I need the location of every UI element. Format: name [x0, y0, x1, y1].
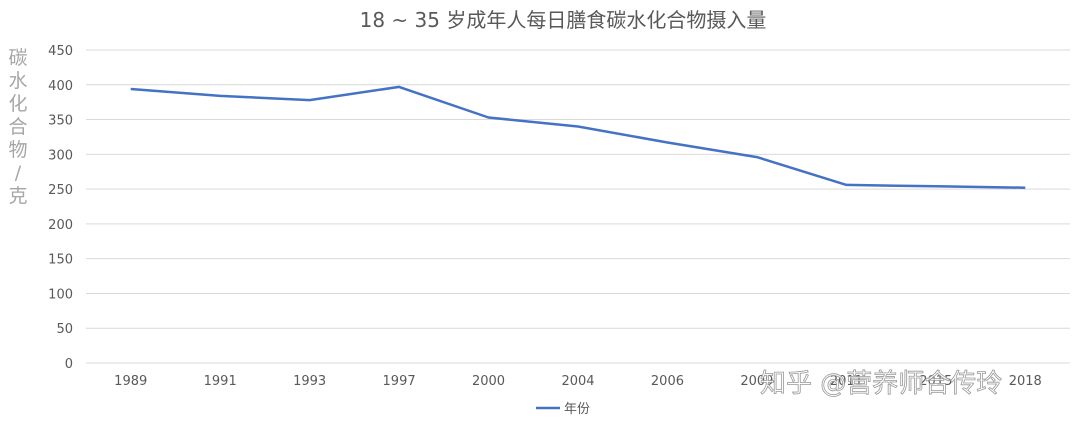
x-tick-label: 2000 [472, 374, 505, 389]
legend: 年份 [536, 402, 590, 417]
gridlines [86, 49, 1070, 364]
y-tick-label: 350 [48, 114, 73, 129]
x-tick-label: 2009 [740, 374, 773, 389]
x-tick-label: 1997 [383, 374, 416, 389]
y-tick-label: 50 [56, 322, 73, 337]
x-tick-label: 2011 [830, 374, 863, 389]
y-tick-label: 300 [48, 148, 73, 163]
y-axis-label: 碳水化合物/克 [8, 47, 27, 207]
y-tick-label: 250 [48, 183, 73, 198]
watermark-text: 知乎 @营养师合传玲 [760, 369, 1002, 399]
x-tick-label: 1991 [204, 374, 237, 389]
y-axis-label-char: 碳 [8, 47, 27, 69]
x-tick-label: 2018 [1009, 374, 1042, 389]
y-tick-label: 200 [48, 218, 73, 233]
y-axis-label-char: 克 [8, 185, 27, 207]
y-axis-label-char: 水 [8, 70, 27, 92]
x-tick-label: 1993 [293, 374, 326, 389]
y-tick-label: 150 [48, 253, 73, 268]
x-tick-label: 2004 [561, 374, 594, 389]
chart-title: 18 ~ 35 岁成年人每日膳食碳水化合物摄入量 [360, 8, 767, 32]
y-tick-label: 0 [65, 357, 73, 372]
x-tick-label: 1989 [114, 374, 147, 389]
y-axis-label-char: 合 [8, 116, 27, 138]
series-line [130, 85, 1026, 189]
y-tick-label: 100 [48, 287, 73, 302]
y-tick-labels: 0 50 100 150 200 250 300 350 400 450 [48, 44, 73, 372]
y-axis-label-char: 化 [8, 93, 27, 115]
legend-label: 年份 [564, 402, 590, 417]
x-tick-label: 2015 [919, 374, 952, 389]
y-tick-label: 450 [48, 44, 73, 59]
x-tick-label: 2006 [651, 374, 684, 389]
y-axis-label-char: 物 [8, 139, 27, 161]
y-axis-label-char: / [15, 162, 22, 184]
series-lines [130, 85, 1026, 189]
x-tick-labels: 1989 1991 1993 1997 2000 2004 2006 2009 2011 2015… [114, 374, 1042, 389]
y-tick-label: 400 [48, 79, 73, 94]
